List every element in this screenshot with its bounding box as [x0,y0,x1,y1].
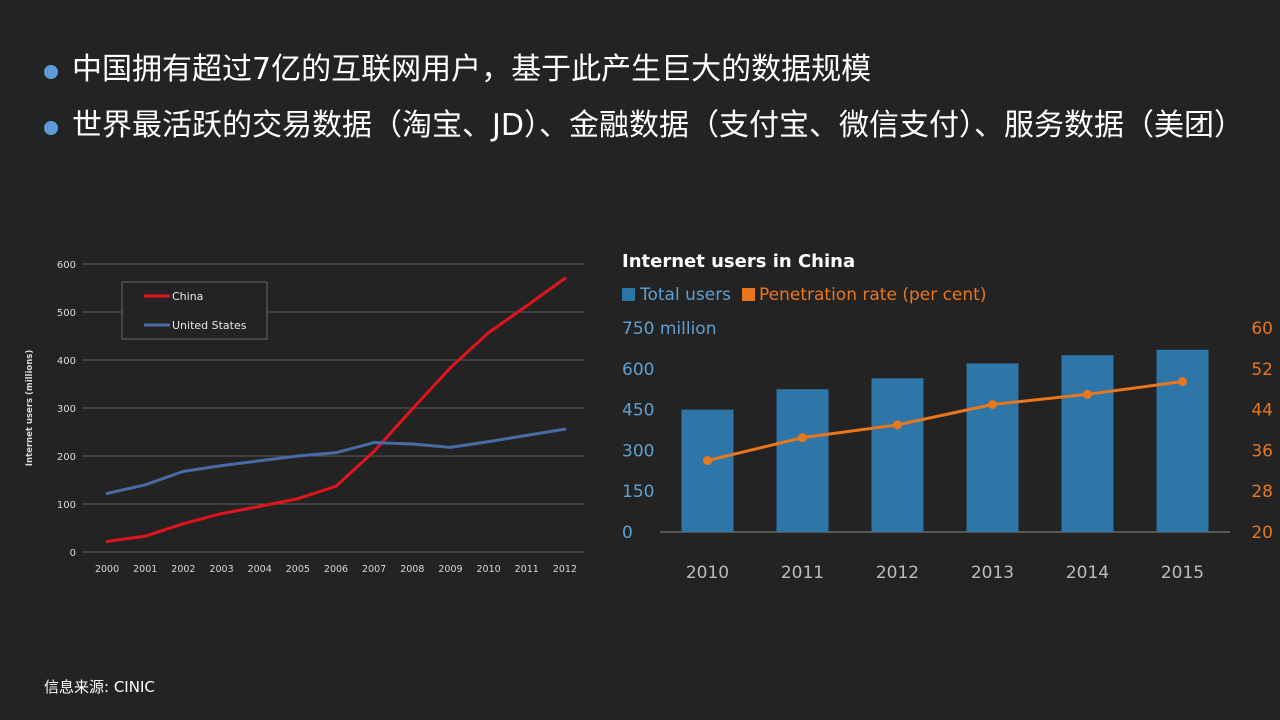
bullet-list: 中国拥有超过7亿的互联网用户，基于此产生巨大的数据规模 世界最活跃的交易数据（淘… [44,52,1244,164]
x-tick-label: 2015 [1161,563,1204,583]
data-point [258,504,262,508]
y-tick-label-right: 28 [1251,482,1273,502]
y-tick-label-left: 600 [622,360,654,380]
y-tick-label: 0 [70,548,76,559]
y-tick-label: 200 [57,452,76,463]
bullet-item: 世界最活跃的交易数据（淘宝、JD）、金融数据（支付宝、微信支付）、服务数据（美团… [44,108,1244,144]
legend-label: United States [172,319,247,332]
y-tick-label-right: 52 [1251,360,1273,380]
penetration-rate-point [988,400,997,409]
y-axis-label: Internet users (millions) [25,350,35,467]
x-tick-label: 2007 [362,564,386,575]
x-tick-label: 2013 [971,563,1014,583]
x-tick-label: 2000 [95,564,119,575]
y-tick-label-right: 60 [1251,319,1273,339]
y-tick-label-right: 20 [1251,523,1273,543]
y-tick-label: 300 [57,404,76,415]
penetration-rate-point [893,420,902,430]
data-point [372,449,376,453]
data-point [296,454,300,458]
data-point [563,427,567,431]
y-tick-label-left: 450 [622,401,654,421]
data-point [525,304,529,308]
data-point [220,512,224,516]
bar-total-users [966,363,1019,532]
x-tick-label: 2004 [248,564,272,575]
data-point [487,331,491,335]
penetration-rate-point [1083,389,1092,399]
data-point [296,497,300,501]
y-tick-label-left: 300 [622,441,654,461]
data-point [181,469,185,473]
bullet-item: 中国拥有超过7亿的互联网用户，基于此产生巨大的数据规模 [44,52,1244,88]
data-point [143,483,147,487]
data-point [372,441,376,445]
chart-title: Internet users in China [622,251,855,272]
bullet-dot-icon [44,121,58,135]
x-tick-label: 2006 [324,564,348,575]
bar-total-users [776,389,829,532]
data-point [105,491,109,495]
legend-label: China [172,290,203,303]
x-tick-label: 2005 [286,564,310,575]
y-tick-label: 600 [57,260,76,271]
x-tick-label: 2008 [400,564,424,575]
x-tick-label: 2014 [1066,563,1109,583]
legend-swatch [622,288,635,301]
legend-swatch [742,288,755,301]
x-tick-label: 2010 [477,564,501,575]
data-point [334,451,338,455]
bar-total-users [681,409,734,532]
x-tick-label: 2003 [209,564,233,575]
y-tick-label: 400 [57,356,76,367]
bullet-text: 中国拥有超过7亿的互联网用户，基于此产生巨大的数据规模 [72,52,872,87]
x-tick-label: 2012 [876,563,919,583]
data-point [334,484,338,488]
penetration-rate-line [707,380,1183,463]
bar-total-users [1061,355,1114,532]
x-tick-label: 2012 [553,564,577,575]
china-internet-users-chart: Internet users in China Total users Penetr… [600,240,1280,590]
x-tick-label: 2011 [781,563,824,583]
x-tick-label: 2009 [438,564,462,575]
us-china-internet-users-chart: 0 100 200 300 400 500 600 2000 2001 2002 2003 2004 2… [18,250,598,590]
data-point [181,522,185,526]
penetration-rate-point [703,456,712,466]
data-point [143,534,147,538]
x-tick-label: 2011 [515,564,539,575]
legend-box [121,281,268,340]
data-point [258,459,262,463]
y-tick-label-left: 150 [622,482,654,502]
data-point [487,440,491,444]
data-point [220,464,224,468]
legend-label: Penetration rate (per cent) [759,285,986,305]
series-line-united-states [106,427,566,495]
y-tick-label: 100 [57,500,76,511]
data-point [105,539,109,543]
penetration-rate-point [798,433,807,443]
data-point [448,366,452,370]
data-point [525,433,529,437]
y-tick-label-right: 44 [1251,401,1273,421]
x-tick-label: 2001 [133,564,157,575]
source-note: 信息来源: CINIC [44,678,155,696]
data-point [410,407,414,411]
y-tick-label: 500 [57,308,76,319]
data-point [410,442,414,446]
penetration-rate-point [1178,377,1187,387]
bar-chart-svg: Internet users in China Total users Penetr… [622,251,1273,583]
y-tick-label-left: 750 million [622,319,716,339]
bullet-text: 世界最活跃的交易数据（淘宝、JD）、金融数据（支付宝、微信支付）、服务数据（美团… [72,108,1244,143]
y-tick-label-left: 0 [622,523,633,543]
y-tick-label-right: 36 [1251,441,1273,461]
bullet-dot-icon [44,65,58,79]
data-point [563,276,567,280]
bar-total-users [871,378,924,532]
x-tick-label: 2010 [686,563,729,583]
data-point [448,445,452,449]
x-tick-label: 2002 [171,564,195,575]
line-chart-svg: 0 100 200 300 400 500 600 2000 2001 2002 2003 2004 2… [25,260,584,575]
legend-label: Total users [639,285,731,305]
